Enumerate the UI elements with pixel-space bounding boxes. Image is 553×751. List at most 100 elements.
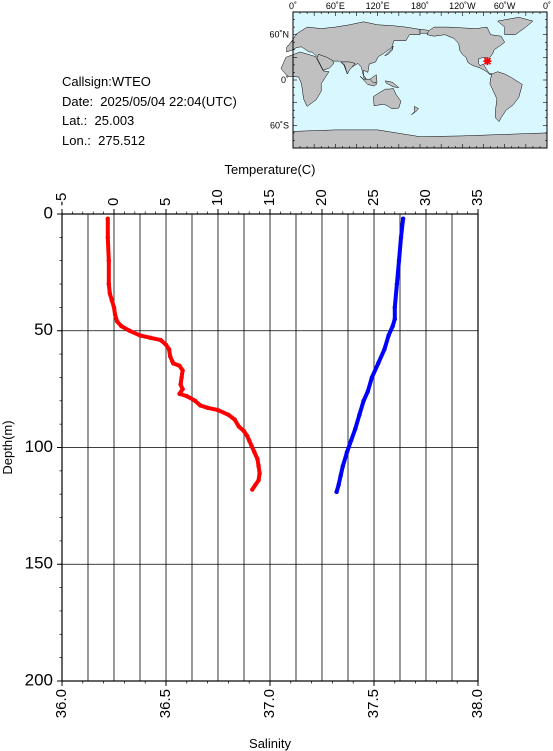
temperature-point (256, 477, 261, 483)
temperature-point (253, 482, 258, 488)
top-tick-label: 35 (469, 189, 486, 206)
y-tick-label: 200 (25, 670, 53, 689)
salinity-point (348, 438, 354, 443)
y-tick-label: 50 (34, 320, 53, 339)
temperature-point (257, 470, 262, 476)
temperature-point (177, 363, 182, 368)
map-lon-label: 120˚E (366, 1, 390, 11)
land-mass (385, 80, 400, 88)
salinity-point (398, 235, 404, 240)
top-tick-label: 0 (105, 198, 122, 206)
temperature-point (255, 456, 260, 462)
temperature-point (163, 342, 169, 347)
bottom-tick-label: 36.0 (53, 689, 70, 718)
y-tick-label: 0 (44, 203, 53, 222)
temperature-point (179, 375, 184, 380)
salinity-point (361, 398, 366, 403)
temperature-point (167, 354, 173, 359)
temperature-point (171, 361, 176, 366)
top-tick-label: 5 (157, 198, 174, 206)
temperature-point (244, 433, 250, 439)
top-tick-label: 25 (365, 189, 382, 206)
temperature-point (252, 449, 257, 455)
temperature-point (112, 312, 118, 317)
map-lat-label: 60˚S (270, 120, 289, 130)
temperature-point (192, 398, 198, 403)
world-map: 0˚ 60˚E 120˚E 180˚ 120˚W 60˚W 0˚ 60˚N 0˚ 60˚S (269, 1, 551, 149)
temperature-point (226, 412, 231, 418)
map-lon-label: 60˚E (326, 1, 345, 11)
temperature-point (158, 337, 163, 343)
top-tick-label: 30 (417, 189, 434, 206)
longitude-text: Lon.: 275.512 (62, 132, 146, 148)
temperature-point (107, 291, 113, 296)
temperature-point (205, 405, 210, 411)
latitude-text: Lat.: 25.003 (62, 113, 135, 128)
salinity-point (369, 375, 375, 380)
top-tick-label: 10 (209, 189, 226, 206)
map-lon-label: 60˚W (494, 1, 516, 11)
temperature-point (105, 235, 110, 240)
salinity-point (375, 361, 381, 366)
salinity-point (394, 281, 400, 287)
temperature-point (137, 333, 143, 338)
station-marker (483, 57, 492, 66)
temperature-point (114, 319, 120, 324)
land-mass (384, 45, 394, 57)
temperature-point (180, 386, 185, 392)
callsign-text: Callsign:WTEO (62, 74, 151, 89)
temperature-point (166, 347, 172, 352)
salinity-point (386, 333, 391, 338)
y-axis-title: Depth(m) (0, 420, 15, 474)
temperature-point (119, 323, 124, 329)
map-lon-label: 0˚ (289, 1, 297, 11)
salinity-point (336, 482, 341, 488)
bottom-tick-label: 37.5 (365, 689, 382, 718)
land-mass (426, 26, 506, 75)
land-mass (316, 53, 335, 71)
temperature-point (236, 424, 241, 429)
top-tick-label: 20 (313, 189, 330, 206)
salinity-point (365, 389, 370, 394)
temperature-point (148, 335, 153, 340)
temperature-point (127, 328, 132, 333)
land-mass (340, 61, 356, 75)
bottom-axis-title: Salinity (249, 736, 291, 751)
y-tick-label: 150 (25, 554, 53, 573)
temperature-point (105, 216, 110, 221)
map-lon-label: 180˚ (411, 1, 429, 11)
station-info: Callsign:WTEO Date: 2025/05/04 22:04(UTC… (62, 72, 237, 150)
salinity-point (353, 426, 358, 432)
top-axis-title: Temperature(C) (224, 162, 315, 177)
salinity-point (382, 347, 387, 352)
map-lon-label: 0˚ (543, 1, 551, 11)
top-tick-label: 15 (261, 189, 278, 206)
temperature-point (198, 403, 203, 408)
salinity-point (390, 323, 395, 329)
y-tick-label: 100 (25, 437, 53, 456)
land-mass (497, 17, 534, 35)
temperature-point (241, 428, 247, 434)
map-lat-label: 0˚ (281, 75, 289, 85)
temperature-point (106, 258, 112, 263)
temperature-point (177, 391, 182, 396)
land-mass (411, 105, 419, 115)
temperature-point (180, 368, 185, 373)
temperature-point (111, 305, 117, 310)
bottom-tick-label: 37.0 (261, 689, 278, 718)
salinity-point (357, 412, 362, 418)
salinity-point (340, 463, 345, 469)
temperature-point (109, 298, 115, 303)
salinity-point (400, 216, 406, 221)
salinity-point (396, 258, 402, 263)
salinity-point (334, 489, 339, 495)
land-mass (373, 88, 402, 109)
land-mass (489, 71, 523, 123)
temperature-point (106, 281, 112, 287)
top-tick-label: -5 (53, 193, 70, 206)
temperature-profile-line (105, 216, 262, 492)
salinity-point (392, 305, 397, 310)
temperature-point (178, 382, 183, 387)
temperature-point (184, 393, 189, 399)
